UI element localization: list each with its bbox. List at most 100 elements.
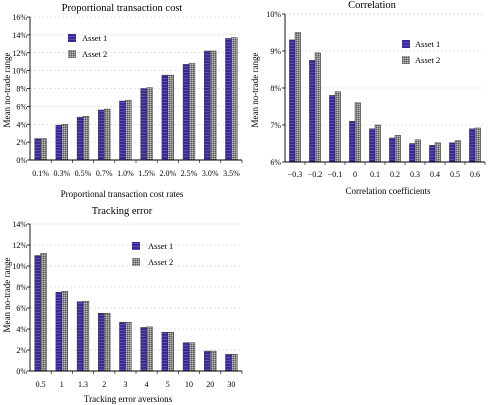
y-tick-label: 10% xyxy=(266,10,281,19)
y-tick-label: 4% xyxy=(16,120,27,129)
legend-swatch-asset-2 xyxy=(402,56,410,64)
x-axis-label: Tracking error aversions xyxy=(84,394,173,404)
legend-label-asset-2: Asset 2 xyxy=(82,49,107,59)
bar-asset-1 xyxy=(429,145,436,163)
bar-asset-2 xyxy=(82,300,90,372)
y-tick-label: 12% xyxy=(12,241,27,250)
bar-asset-2 xyxy=(231,37,238,161)
bar-asset-2 xyxy=(61,124,68,161)
legend-swatch-asset-1 xyxy=(402,40,410,48)
x-tick-label: 30 xyxy=(227,380,235,389)
y-tick-label: 10% xyxy=(12,67,27,76)
bar-asset-1 xyxy=(140,327,147,372)
y-tick-label: 12% xyxy=(12,49,27,58)
y-tick-label: 6% xyxy=(16,102,27,111)
legend: Asset 1 Asset 2 xyxy=(402,39,440,65)
bar-asset-2 xyxy=(40,253,47,372)
bar-asset-2 xyxy=(146,87,153,161)
bar-asset-1 xyxy=(409,143,416,163)
bar-asset-2 xyxy=(167,74,174,161)
bar-asset-1 xyxy=(449,142,456,163)
bar-asset-1 xyxy=(98,313,105,372)
x-tick-label: −0.3 xyxy=(288,170,303,179)
x-tick-label: 10 xyxy=(185,380,193,389)
chart-proportional-transaction-cost: Proportional transaction cost Proportion… xyxy=(0,0,245,200)
bar-asset-2 xyxy=(125,321,132,372)
bar-asset-2 xyxy=(125,99,132,161)
bar-asset-1 xyxy=(140,88,147,161)
legend-label-asset-1: Asset 1 xyxy=(82,33,107,43)
y-tick-label: 6% xyxy=(16,304,27,313)
bar-asset-1 xyxy=(119,100,126,161)
legend-swatch-asset-1 xyxy=(132,242,140,250)
x-tick-label: 1.3 xyxy=(78,380,88,389)
bar-asset-2 xyxy=(354,102,361,163)
x-tick-label: 0.3% xyxy=(53,169,70,178)
legend-label-asset-1: Asset 1 xyxy=(415,39,440,49)
y-tick-label: 0% xyxy=(16,367,27,376)
y-tick-label: 16% xyxy=(12,13,27,22)
x-axis-label: Correlation coefficients xyxy=(345,186,431,196)
bar-asset-1 xyxy=(204,50,211,161)
bar-asset-2 xyxy=(103,108,111,161)
bar-asset-1 xyxy=(76,301,84,372)
x-tick-label: 2 xyxy=(102,380,106,389)
chart-title: Tracking error xyxy=(92,206,153,217)
bar-asset-2 xyxy=(103,313,111,372)
bar-asset-2 xyxy=(374,124,381,163)
legend: Asset 1 Asset 2 xyxy=(68,33,107,59)
y-tick-label: 6% xyxy=(270,158,281,167)
x-tick-label: 0.1% xyxy=(32,169,49,178)
bar-asset-1 xyxy=(55,124,62,161)
bar-asset-1 xyxy=(469,128,476,163)
bar-asset-2 xyxy=(231,353,238,372)
bar-asset-2 xyxy=(61,290,68,372)
legend-label-asset-1: Asset 1 xyxy=(148,241,173,251)
legend-label-asset-2: Asset 2 xyxy=(415,55,440,65)
x-tick-label: 4 xyxy=(145,380,149,389)
bar-asset-1 xyxy=(182,342,190,372)
bar-asset-1 xyxy=(389,137,396,163)
bar-asset-1 xyxy=(369,128,376,163)
y-tick-label: 8% xyxy=(16,283,27,292)
bar-asset-1 xyxy=(161,74,168,161)
x-tick-label: 5 xyxy=(166,380,170,389)
bar-asset-2 xyxy=(167,331,174,372)
x-tick-label: 1.5% xyxy=(138,169,155,178)
bar-asset-1 xyxy=(204,350,211,372)
bar-asset-2 xyxy=(474,127,481,163)
bar-asset-2 xyxy=(40,138,47,161)
chart-tracking-error: Tracking error Tracking error aversions … xyxy=(0,206,245,405)
x-tick-label: 3.5% xyxy=(223,169,240,178)
chart-title: Correlation xyxy=(348,0,397,11)
legend: Asset 1 Asset 2 xyxy=(132,241,173,267)
y-tick-label: 9% xyxy=(270,47,281,56)
y-axis-label: Mean no-trade range xyxy=(2,53,12,128)
y-tick-label: 4% xyxy=(16,325,27,334)
bar-asset-2 xyxy=(414,139,421,163)
x-tick-label: 2.0% xyxy=(159,169,176,178)
bar-asset-1 xyxy=(34,138,41,161)
legend-swatch-asset-2 xyxy=(68,50,76,58)
y-tick-label: 2% xyxy=(16,346,27,355)
x-tick-label: 20 xyxy=(206,380,214,389)
y-tick-label: 14% xyxy=(12,220,27,229)
x-tick-label: 0.5% xyxy=(75,169,92,178)
bar-asset-1 xyxy=(225,38,232,161)
bar-asset-1 xyxy=(55,292,62,372)
x-tick-label: 0.5 xyxy=(36,380,46,389)
bar-asset-2 xyxy=(209,350,217,372)
x-tick-label: 3 xyxy=(123,380,127,389)
x-tick-label: 0.7% xyxy=(96,169,113,178)
x-tick-label: 0.6 xyxy=(470,170,480,179)
chart-svg-3: Tracking error Tracking error aversions … xyxy=(2,206,243,404)
chart-svg-2: Correlation Correlation coefficients Mea… xyxy=(250,0,486,196)
x-tick-label: 0.4 xyxy=(430,170,440,179)
y-tick-label: 10% xyxy=(12,262,27,271)
y-tick-label: 14% xyxy=(12,31,27,40)
bar-asset-1 xyxy=(161,331,168,372)
y-tick-label: 8% xyxy=(16,85,27,94)
chart-correlation: Correlation Correlation coefficients Mea… xyxy=(245,0,489,200)
bar-asset-1 xyxy=(349,121,356,163)
plot-area: 0% 2% 4% 6% 8% 10% 12% 14% 0.5 1 1.3 2 3 4 5 10 20 30 xyxy=(12,220,243,389)
